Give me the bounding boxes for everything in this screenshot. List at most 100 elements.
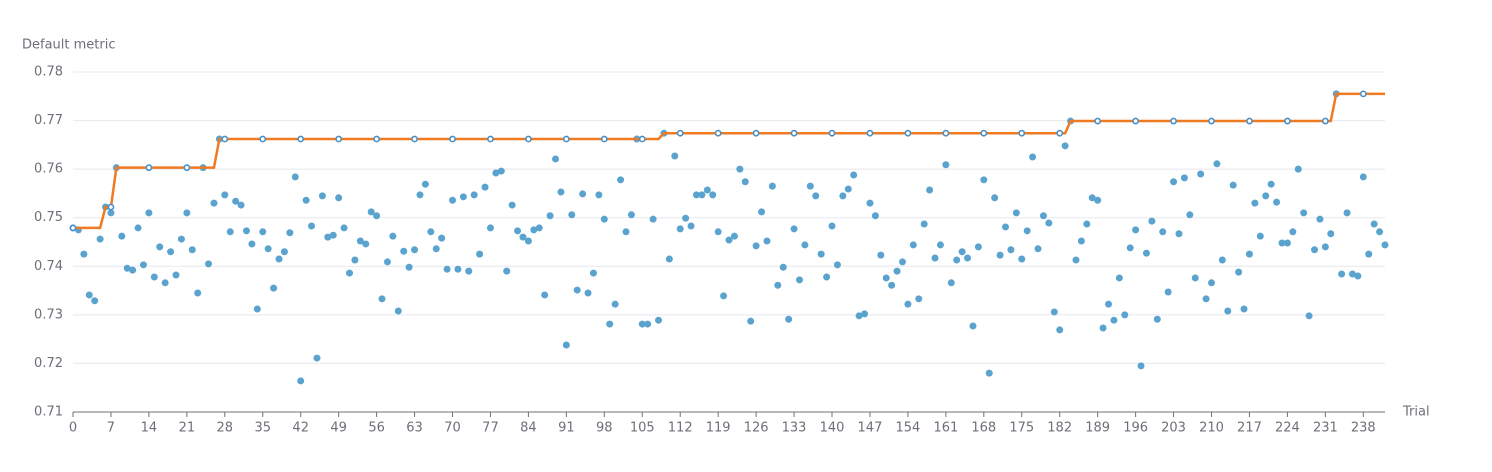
scatter-point <box>297 377 305 385</box>
scatter-point <box>1245 250 1253 258</box>
scatter-point <box>232 197 240 205</box>
line-marker <box>638 135 646 143</box>
line-marker <box>1170 117 1177 125</box>
scatter-point <box>1180 174 1188 182</box>
scatter-point <box>524 237 532 245</box>
x-tick-label: 42 <box>292 421 309 436</box>
scatter-point <box>205 260 213 268</box>
scatter-point <box>302 196 310 204</box>
scatter-point <box>1208 279 1216 287</box>
scatter-point <box>400 247 408 255</box>
scatter-point <box>1115 274 1123 282</box>
scatter-point <box>329 231 337 239</box>
scatter-point <box>844 185 852 193</box>
scatter-point <box>335 194 343 202</box>
scatter-point <box>150 273 158 281</box>
scatter-point <box>1305 312 1313 320</box>
scatter-point <box>855 312 863 320</box>
scatter-point <box>1251 199 1259 207</box>
x-tick-label: 161 <box>933 421 958 436</box>
scatter-point <box>1142 249 1150 257</box>
scatter-point <box>589 269 597 277</box>
scatter-point <box>1170 178 1178 186</box>
scatter-point <box>345 269 353 277</box>
line-marker <box>1094 117 1102 125</box>
scatter-point <box>465 267 473 275</box>
scatter-point <box>1012 209 1020 217</box>
scatter-point <box>139 261 147 269</box>
scatter-point <box>340 224 348 232</box>
scatter-point <box>1256 232 1264 240</box>
scatter-point <box>730 232 738 240</box>
x-tick-label: 210 <box>1199 421 1224 436</box>
line-marker <box>1246 117 1253 125</box>
scatter-point <box>552 155 560 163</box>
x-tick-label: 77 <box>482 421 499 436</box>
scatter-point <box>1137 362 1145 370</box>
scatter-point <box>692 191 700 199</box>
scatter-point <box>1018 255 1026 263</box>
scatter-point <box>1359 173 1367 181</box>
scatter-point <box>1267 180 1275 188</box>
scatter-point <box>508 201 516 209</box>
scatter-point <box>1105 300 1113 308</box>
scatter-point <box>1007 246 1015 254</box>
line-marker <box>1018 129 1026 137</box>
scatter-point <box>649 215 657 223</box>
scatter-point <box>1029 153 1037 161</box>
scatter-point <box>1235 268 1243 276</box>
scatter-point <box>1191 274 1199 282</box>
scatter-point <box>259 228 267 236</box>
best-line <box>73 92 1385 230</box>
scatter-point <box>129 266 137 274</box>
scatter-point <box>134 224 142 232</box>
x-tick-label: 119 <box>706 421 731 436</box>
scatter-point <box>1381 241 1389 249</box>
x-axis-title: Trial <box>1402 405 1430 420</box>
scatter-point <box>242 227 250 235</box>
scatter-point <box>806 182 814 190</box>
scatter-point <box>974 243 982 251</box>
scatter-point <box>850 171 858 179</box>
scatter-point <box>535 224 543 232</box>
scatter-point <box>720 292 728 300</box>
scatter-point <box>817 250 825 258</box>
scatter-point <box>80 250 88 258</box>
scatter-point <box>839 192 847 200</box>
y-axis-title: Default metric <box>22 38 116 53</box>
line-marker <box>487 135 494 143</box>
line-marker <box>752 129 760 137</box>
scatter-point <box>882 274 890 282</box>
scatter-point <box>1321 243 1329 251</box>
scatter-point <box>351 256 359 264</box>
scatter-point <box>416 191 424 199</box>
scatter-point <box>709 191 717 199</box>
x-tick-label: 231 <box>1313 421 1338 436</box>
x-tick-label: 140 <box>820 421 845 436</box>
scatter-point <box>747 317 755 325</box>
scatter-point <box>270 284 278 292</box>
scatter-point <box>953 256 961 264</box>
scatter-point <box>1311 246 1319 254</box>
scatter-point <box>969 322 977 330</box>
scatter-point <box>248 240 256 248</box>
scatter-point <box>687 222 695 230</box>
scatter-point <box>1289 228 1297 236</box>
scatter-point <box>758 208 766 216</box>
scatter-point <box>1213 160 1221 168</box>
x-tick-label: 147 <box>858 421 883 436</box>
scatter-point <box>394 307 402 315</box>
scatter-point <box>655 316 663 324</box>
scatter-point <box>313 354 321 362</box>
y-tick-label: 0.72 <box>34 356 63 371</box>
scatter-point <box>530 226 538 234</box>
line-marker <box>942 129 950 137</box>
scatter-point <box>253 305 261 313</box>
scatter-point <box>1338 270 1346 278</box>
line-marker <box>1132 117 1140 125</box>
scatter-point <box>1240 305 1248 313</box>
scatter-point <box>383 258 391 266</box>
scatter-point <box>920 220 928 228</box>
scatter-point <box>226 228 234 236</box>
